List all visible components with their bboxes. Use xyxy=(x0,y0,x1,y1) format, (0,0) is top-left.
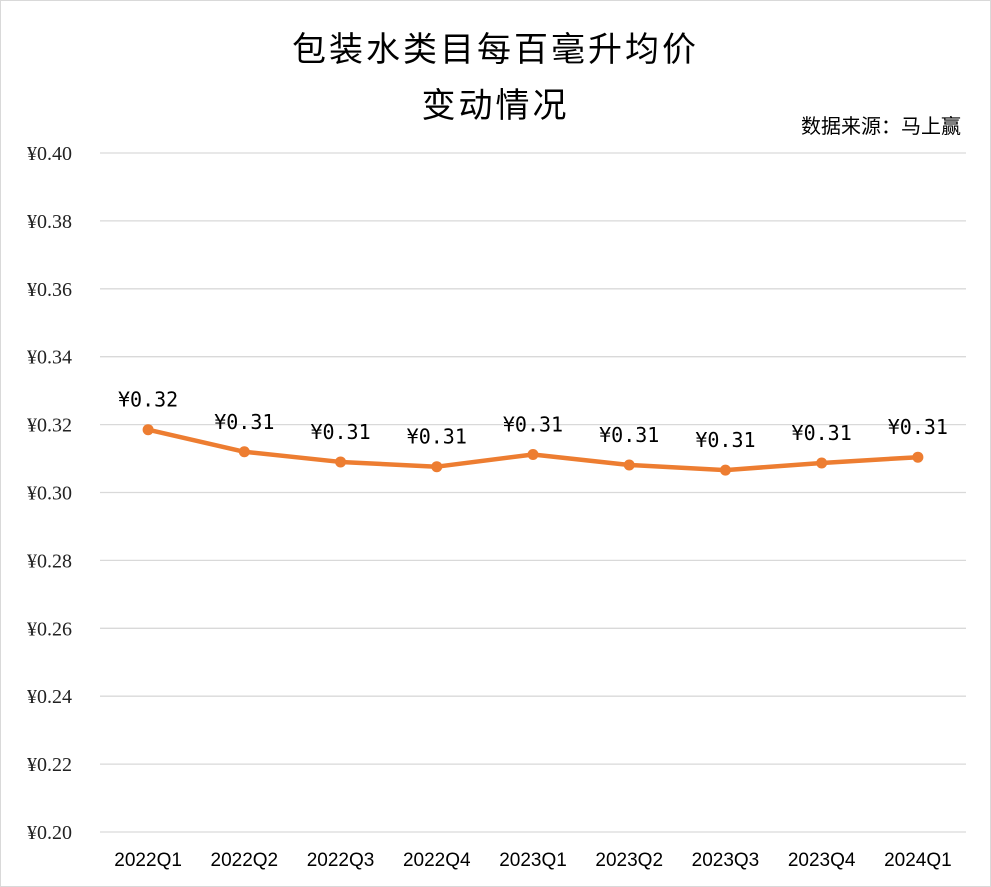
data-label: ¥0.31 xyxy=(503,412,563,436)
x-tick-label: 2024Q1 xyxy=(884,850,952,871)
y-tick-label: ¥0.20 xyxy=(27,822,72,844)
x-tick-label: 2023Q1 xyxy=(499,850,567,871)
y-tick-label: ¥0.30 xyxy=(27,483,72,505)
x-axis-tick-labels: 2022Q1 2022Q2 2022Q3 2022Q4 2023Q1 2023Q2 2023… xyxy=(114,850,951,871)
x-tick-label: 2023Q4 xyxy=(788,850,856,871)
y-tick-label: ¥0.34 xyxy=(27,347,72,369)
data-point xyxy=(912,451,924,463)
data-label: ¥0.31 xyxy=(407,425,467,449)
y-tick-label: ¥0.28 xyxy=(27,550,72,572)
data-label: ¥0.31 xyxy=(695,428,755,452)
chart-title: 包装水类目每百毫升均价 xyxy=(292,30,699,70)
data-point xyxy=(431,461,443,473)
x-tick-label: 2022Q1 xyxy=(114,850,182,871)
data-label: ¥0.31 xyxy=(888,415,948,439)
y-axis-tick-labels: ¥0.20 ¥0.22 ¥0.24 ¥0.26 ¥0.28 ¥0.30 ¥0.32 ¥0.34… xyxy=(27,143,72,844)
data-point xyxy=(142,424,154,436)
x-tick-label: 2022Q3 xyxy=(307,850,375,871)
data-point xyxy=(719,464,731,476)
data-labels: ¥0.32 ¥0.31 ¥0.31 ¥0.31 ¥0.31 ¥0.31 ¥0.31 ¥0.31… xyxy=(118,388,948,452)
x-tick-label: 2022Q4 xyxy=(403,850,471,871)
y-tick-label: ¥0.26 xyxy=(27,618,72,640)
x-tick-label: 2022Q2 xyxy=(211,850,279,871)
x-tick-label: 2023Q2 xyxy=(595,850,663,871)
x-tick-label: 2023Q3 xyxy=(692,850,760,871)
data-label: ¥0.31 xyxy=(310,420,370,444)
data-label: ¥0.31 xyxy=(214,410,274,434)
data-point xyxy=(816,457,828,469)
y-tick-label: ¥0.22 xyxy=(27,754,72,776)
y-tick-label: ¥0.36 xyxy=(27,279,72,301)
data-points xyxy=(142,424,924,476)
y-tick-label: ¥0.24 xyxy=(27,686,72,708)
y-tick-label: ¥0.32 xyxy=(27,415,72,437)
data-point xyxy=(623,459,635,471)
data-label: ¥0.31 xyxy=(599,423,659,447)
data-label: ¥0.31 xyxy=(792,421,852,445)
y-tick-label: ¥0.38 xyxy=(27,211,72,233)
data-point xyxy=(527,448,539,460)
data-source-note: 数据来源：马上赢 xyxy=(801,114,961,138)
data-point xyxy=(335,456,347,468)
gridlines xyxy=(100,152,966,833)
data-label: ¥0.32 xyxy=(118,388,178,412)
chart-title-line-2: 变动情况 xyxy=(421,86,570,126)
y-tick-label: ¥0.40 xyxy=(27,143,72,165)
data-point xyxy=(238,446,250,458)
